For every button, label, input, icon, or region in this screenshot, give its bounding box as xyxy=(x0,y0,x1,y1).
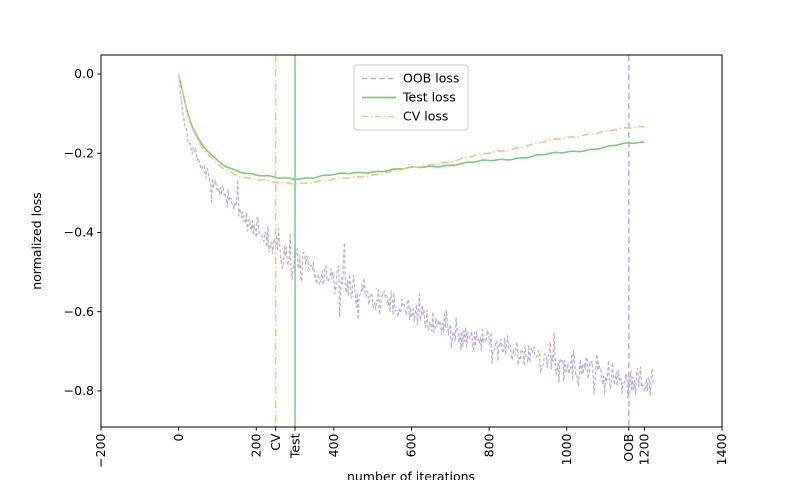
legend-box xyxy=(353,64,469,131)
x-tick-label: 1200 xyxy=(637,433,652,465)
x-tick-label: OOB xyxy=(621,434,636,462)
test-loss-curve xyxy=(177,73,645,181)
y-tick-label: −0.8 xyxy=(64,383,94,398)
y-axis-ticks: 0.0 −0.2 −0.4 −0.6 −0.8 xyxy=(64,66,101,398)
x-tick-label: 200 xyxy=(248,433,263,457)
y-tick-label: 0.0 xyxy=(74,66,94,81)
x-tick-label: 1400 xyxy=(714,433,729,465)
x-tick-label: CV xyxy=(268,433,283,451)
x-tick-label: 400 xyxy=(326,433,341,457)
y-tick-label: −0.6 xyxy=(64,304,94,319)
oob-loss-curve xyxy=(178,73,655,400)
x-tick-label: 800 xyxy=(481,433,496,457)
y-tick-label: −0.4 xyxy=(64,225,94,240)
x-tick-label: Test xyxy=(287,433,302,459)
y-axis-label: normalized loss xyxy=(29,192,44,290)
x-tick-label: −200 xyxy=(93,433,108,467)
y-tick-label: −0.2 xyxy=(64,145,94,160)
x-axis-ticks: −200 0 200 400 600 800 1000 1200 1400 CV Test OOB xyxy=(93,427,729,468)
x-tick-label: 0 xyxy=(171,433,186,441)
x-axis-label: number of iterations xyxy=(347,469,475,480)
legend-label-test-loss: Test loss xyxy=(402,90,456,105)
legend-label-cv-loss: CV loss xyxy=(403,109,448,124)
x-tick-label: 1000 xyxy=(559,433,574,465)
legend: OOB loss Test loss CV loss xyxy=(353,64,469,131)
legend-label-oob-loss: OOB loss xyxy=(403,71,459,86)
x-tick-label: 600 xyxy=(404,433,419,457)
